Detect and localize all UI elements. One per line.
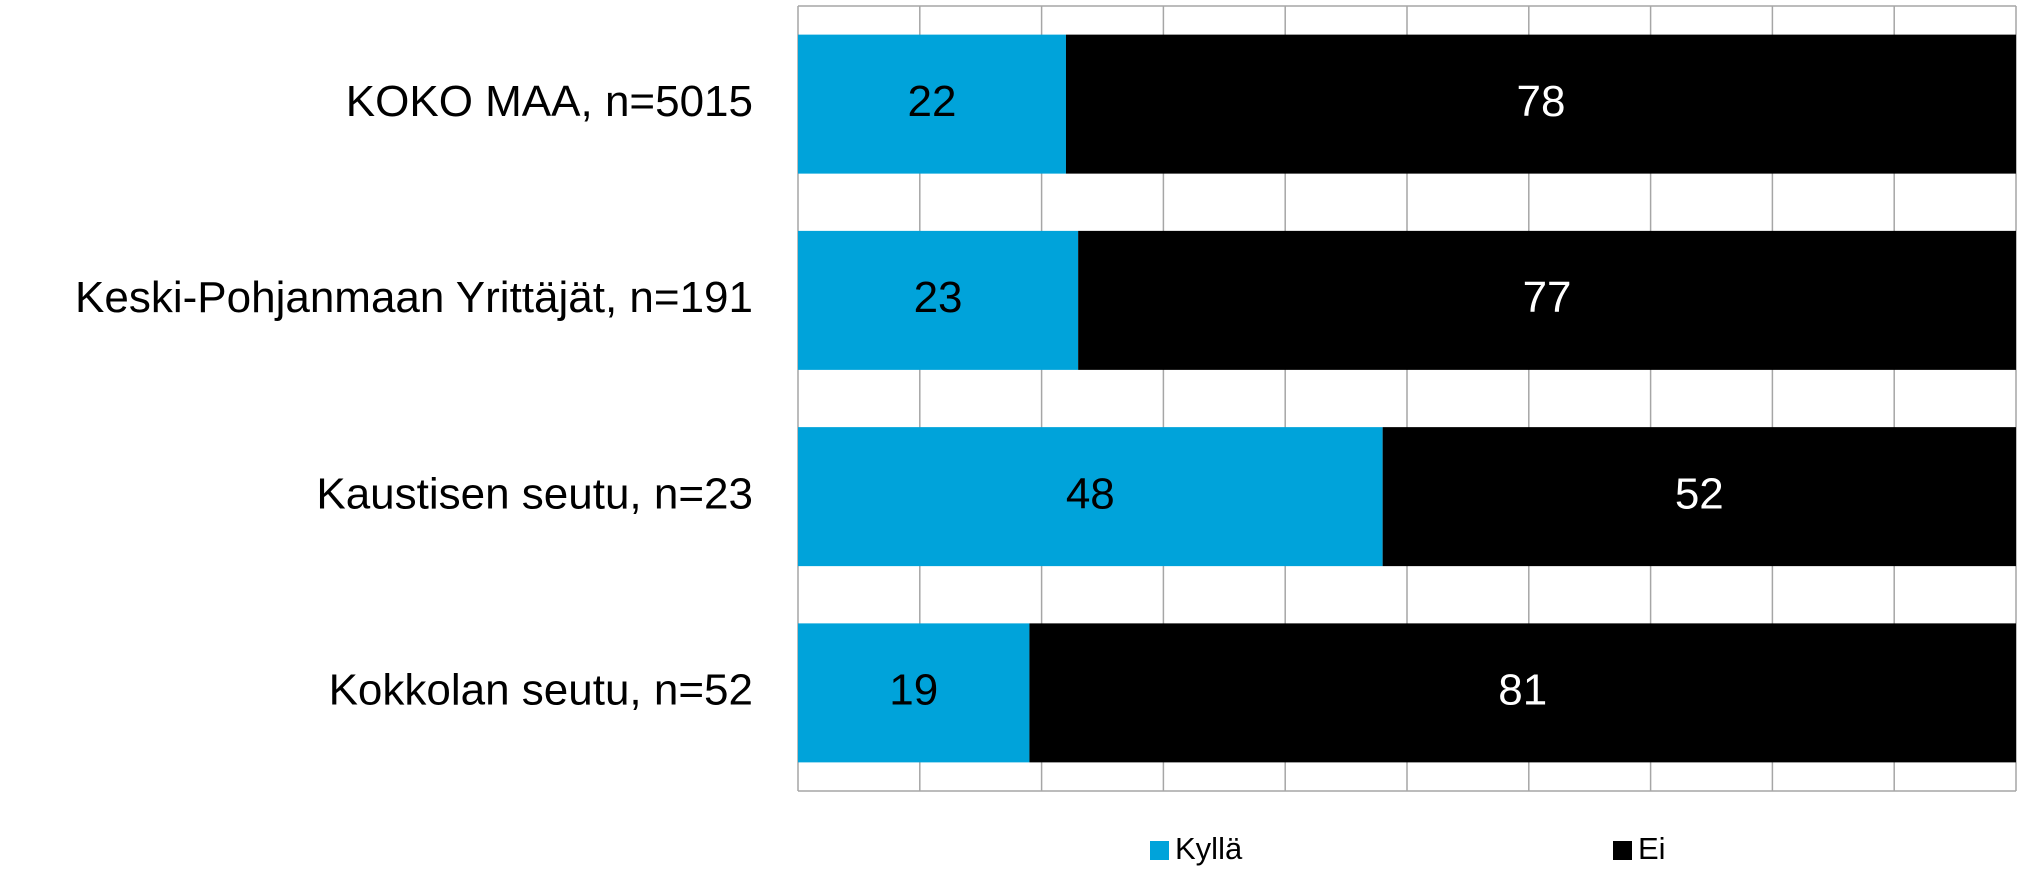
- y-tick-label: Kokkolan seutu, n=52: [329, 666, 753, 715]
- bar-segment: [798, 427, 1383, 567]
- legend-label: Kyllä: [1175, 831, 1243, 866]
- data-label: 77: [1523, 273, 1572, 322]
- bar-segment: [798, 230, 1079, 370]
- data-label: 23: [914, 273, 963, 322]
- data-label: 78: [1517, 77, 1566, 126]
- data-label: 22: [908, 77, 957, 126]
- bar-segment: [1382, 427, 2016, 567]
- legend-swatch: [1150, 841, 1169, 860]
- data-label: 19: [889, 666, 938, 715]
- legend-label: Ei: [1638, 831, 1666, 866]
- bar-segment: [1029, 623, 2016, 763]
- y-tick-label: KOKO MAA, n=5015: [346, 77, 753, 126]
- y-tick-label: Keski-Pohjanmaan Yrittäjät, n=191: [75, 273, 753, 322]
- legend-swatch: [1613, 841, 1632, 860]
- data-label: 81: [1498, 666, 1547, 715]
- bar-segment: [1065, 34, 2016, 174]
- data-label: 48: [1066, 469, 1115, 518]
- bar-segment: [798, 623, 1030, 763]
- y-tick-label: Kaustisen seutu, n=23: [316, 469, 753, 518]
- bar-segment: [1078, 230, 2016, 370]
- data-label: 52: [1675, 469, 1724, 518]
- bar-segment: [798, 34, 1066, 174]
